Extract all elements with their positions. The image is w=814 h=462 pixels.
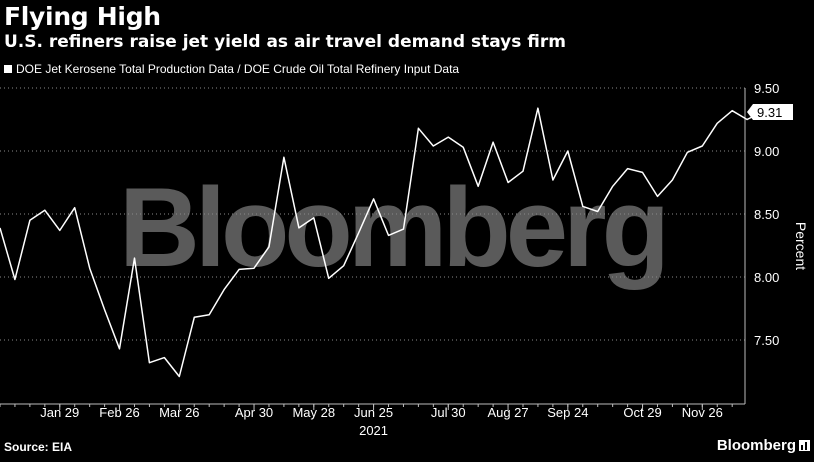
y-tick-label: 9.50 xyxy=(754,81,779,96)
x-tick-label: Jul 30 xyxy=(431,405,466,420)
x-tick-label: Sep 24 xyxy=(547,405,588,420)
x-tick-label: Aug 27 xyxy=(487,405,528,420)
legend: DOE Jet Kerosene Total Production Data /… xyxy=(4,62,459,76)
last-value-label: 9.31 xyxy=(757,105,782,120)
y-tick-label: 8.50 xyxy=(754,207,779,222)
x-tick-label: Feb 26 xyxy=(99,405,139,420)
chart-subtitle: U.S. refiners raise jet yield as air tra… xyxy=(4,32,566,52)
source-note: Source: EIA xyxy=(4,440,73,454)
x-tick-label: Nov 26 xyxy=(682,405,723,420)
brand-logo: Bloomberg xyxy=(717,437,810,454)
y-tick-label: 7.50 xyxy=(754,333,779,348)
x-tick-label: Mar 26 xyxy=(159,405,199,420)
y-axis-label: Percent xyxy=(793,222,809,270)
y-tick-label: 8.00 xyxy=(754,270,779,285)
last-value-badge xyxy=(747,103,793,120)
x-tick-label: Jun 25 xyxy=(354,405,393,420)
y-tick-label: 9.00 xyxy=(754,144,779,159)
brand-label: Bloomberg xyxy=(716,437,796,454)
bar-chart-icon xyxy=(799,440,810,451)
chart-title: Flying High xyxy=(4,2,161,31)
x-tick-label: Oct 29 xyxy=(623,405,661,420)
bloomberg-watermark: Bloomberg xyxy=(119,165,665,290)
x-tick-label: May 28 xyxy=(292,405,335,420)
x-tick-label: Jan 29 xyxy=(40,405,79,420)
legend-swatch xyxy=(4,65,12,73)
series-line xyxy=(0,107,763,378)
x-year-label: 2021 xyxy=(359,423,388,438)
legend-label: DOE Jet Kerosene Total Production Data /… xyxy=(16,62,460,76)
x-tick-label: Apr 30 xyxy=(235,405,273,420)
